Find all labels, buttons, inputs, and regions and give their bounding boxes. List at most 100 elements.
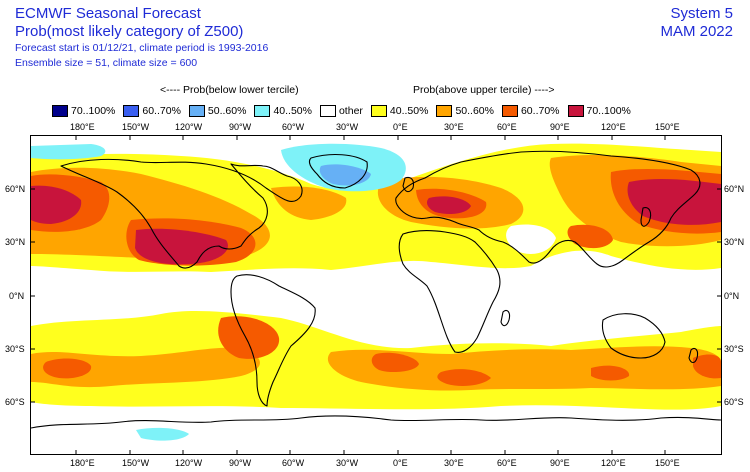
greenland-coast: [308, 153, 368, 189]
lat-label: 0°N: [724, 291, 740, 301]
probability-map: [30, 135, 722, 455]
legend-label: 70..100%: [586, 105, 631, 117]
lon-label: 90°W: [229, 122, 252, 132]
new-zealand-coast: [688, 347, 699, 364]
madagascar-coast: [500, 309, 511, 327]
prob-region-dark-orange: [567, 224, 613, 249]
coastlines: [31, 150, 721, 429]
lat-label: 60°S: [724, 397, 744, 407]
lon-label: 90°E: [550, 122, 570, 132]
legend-swatch: [188, 105, 205, 117]
south-america-coast: [230, 274, 316, 407]
lat-label: 60°N: [724, 184, 745, 194]
prob-region-dark-red: [135, 228, 228, 265]
prob-region-white-gap: [171, 136, 291, 149]
lon-label: 150°E: [655, 122, 680, 132]
map-subtitle: Prob(most likely category of Z500): [15, 23, 244, 40]
legend-label: other: [338, 105, 363, 117]
legend-swatch: [52, 105, 68, 117]
below-tercile-shading: [31, 143, 406, 441]
lon-label: 30°W: [336, 122, 359, 132]
legend-swatch: [254, 105, 271, 117]
system-label: System 5: [670, 5, 733, 22]
australia-coast: [601, 313, 666, 359]
legend-swatch: [567, 105, 584, 117]
forecast-start-line: Forecast start is 01/12/21, climate peri…: [15, 42, 269, 54]
legend-label: 40..50%: [273, 105, 312, 117]
lon-label: 120°E: [601, 458, 626, 468]
prob-region-dark-orange: [43, 358, 92, 379]
legend-label: 50..60%: [207, 105, 247, 117]
legend-label: 60..70%: [520, 105, 560, 117]
prob-region-dark-orange: [371, 352, 419, 372]
probability-legend: 70..100% 60..70% 50..60% 40..50% other 40..50…: [52, 103, 639, 119]
lat-label: 60°S: [5, 397, 25, 407]
legend-label: 50..60%: [455, 105, 494, 117]
prob-region-dark-orange: [437, 369, 491, 386]
lon-label: 60°W: [282, 122, 305, 132]
season-label: MAM 2022: [660, 23, 733, 40]
legend-item: 60..70%: [501, 105, 560, 117]
prob-region-dark-red: [31, 185, 82, 224]
lon-label: 180°E: [70, 122, 95, 132]
lon-label: 90°W: [229, 458, 252, 468]
lon-label: 60°E: [497, 122, 517, 132]
legend-item: 60..70%: [123, 105, 181, 117]
lat-label: 60°N: [5, 184, 26, 194]
prob-region-dark-orange: [693, 354, 721, 379]
prob-region-dark-orange: [218, 316, 280, 359]
header-left: ECMWF Seasonal Forecast Prob(most likely…: [15, 5, 268, 71]
legend-label: 60..70%: [142, 105, 181, 117]
prob-region-orange: [31, 347, 260, 388]
japan-coast: [640, 207, 652, 227]
lon-label: 30°E: [444, 122, 464, 132]
legend-swatch: [501, 105, 518, 117]
legend-item: 50..60%: [188, 105, 247, 117]
legend-item: other: [319, 105, 363, 117]
lat-label: 0°N: [9, 291, 25, 301]
legend-swatch: [123, 105, 140, 117]
map-title: ECMWF Seasonal Forecast: [15, 5, 201, 22]
legend-item: 40..50%: [254, 105, 312, 117]
lon-label: 120°W: [175, 122, 203, 132]
lon-label: 30°E: [444, 458, 464, 468]
header-right: System 5 MAM 2022: [660, 5, 733, 41]
above-tercile-label: Prob(above upper tercile) ---->: [413, 84, 555, 96]
lat-label: 30°S: [5, 344, 25, 354]
legend-label: 40..50%: [389, 105, 429, 117]
legend-item: 70..100%: [567, 105, 631, 117]
legend-swatch: [319, 105, 336, 117]
prob-region-orange: [327, 346, 721, 391]
ensemble-size-line: Ensemble size = 51, climate size = 600: [15, 57, 198, 69]
southern-band-shading: [31, 311, 721, 410]
lon-label: 150°E: [655, 458, 680, 468]
prob-region-white-gap: [411, 136, 491, 151]
legend-swatch: [436, 105, 453, 117]
lon-label: 30°W: [336, 458, 359, 468]
lat-label: 30°N: [5, 237, 26, 247]
map-canvas: [31, 136, 721, 454]
africa-coast: [398, 230, 501, 353]
legend-item: 50..60%: [436, 105, 494, 117]
prob-region-cyan: [136, 427, 189, 441]
lon-label: 120°W: [175, 458, 203, 468]
lon-label: 0°E: [393, 122, 408, 132]
prob-region-dark-orange: [591, 365, 630, 381]
europe-asia-coast: [395, 150, 701, 268]
lon-label: 90°E: [550, 458, 570, 468]
below-tercile-label: <---- Prob(below lower tercile): [160, 84, 299, 96]
lon-label: 150°W: [122, 458, 150, 468]
uk-coast: [402, 176, 415, 193]
legend-item: 40..50%: [370, 105, 429, 117]
lat-label: 30°S: [724, 344, 744, 354]
lon-label: 150°W: [122, 122, 150, 132]
prob-region-light-blue: [319, 164, 371, 186]
lon-label: 60°W: [282, 458, 305, 468]
lon-label: 120°E: [601, 122, 626, 132]
prob-region-orange: [271, 186, 347, 220]
lon-label: 180°E: [70, 458, 95, 468]
northern-band-shading: [31, 136, 721, 272]
legend-swatch: [370, 105, 387, 117]
north-america-coast: [60, 158, 303, 269]
lat-label: 30°N: [724, 237, 745, 247]
